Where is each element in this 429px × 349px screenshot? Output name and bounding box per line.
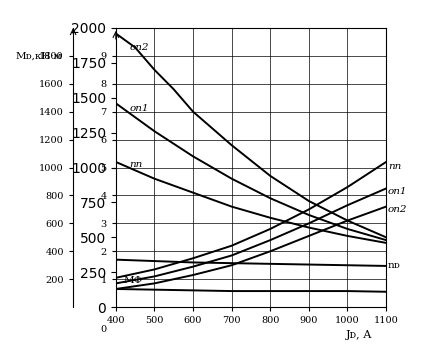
Text: оп1: оп1 <box>388 187 408 196</box>
Text: Jᴅ, А: Jᴅ, А <box>346 330 372 340</box>
Text: МΦ: МΦ <box>124 276 143 285</box>
Text: 0: 0 <box>101 325 107 334</box>
Text: оп1: оп1 <box>130 104 149 113</box>
Text: Mᴅ,кН·м: Mᴅ,кН·м <box>15 51 62 60</box>
Text: пп: пп <box>388 162 401 171</box>
Text: оп2: оп2 <box>130 43 149 52</box>
Text: nᴅ: nᴅ <box>388 261 401 270</box>
Text: пп: пп <box>130 160 142 169</box>
Text: оп2: оп2 <box>388 205 408 214</box>
